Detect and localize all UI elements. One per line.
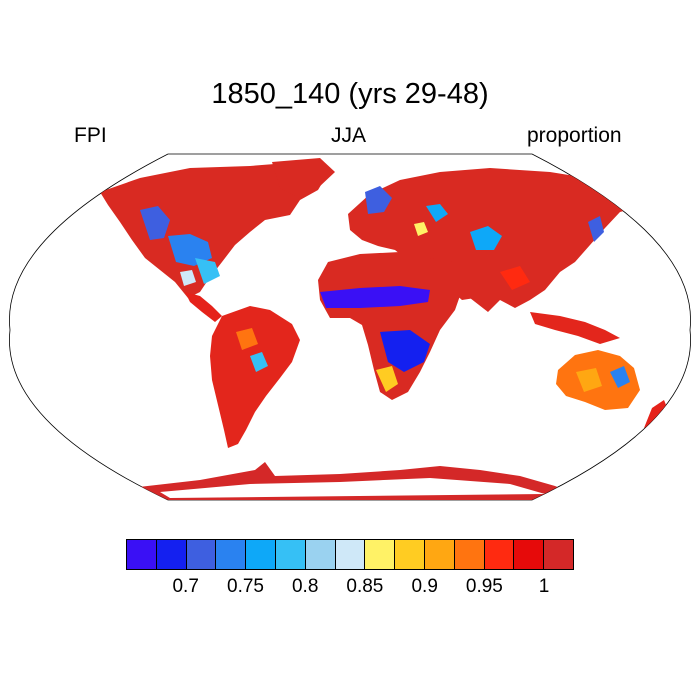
colorbar-box xyxy=(246,540,276,569)
colorbar-tick-label: 0.7 xyxy=(172,576,199,597)
colorbar-box xyxy=(484,540,515,569)
colorbar-box xyxy=(514,540,545,569)
antarctica-interior xyxy=(160,478,545,498)
colorbar-box xyxy=(454,540,485,569)
colorbar-box xyxy=(395,540,425,569)
central-america xyxy=(185,292,222,322)
colorbar-box xyxy=(305,540,336,569)
colorbar-box xyxy=(544,540,573,569)
colorbar-tick-label: 1 xyxy=(538,576,550,597)
colorbar-box xyxy=(156,540,187,569)
variable-label: FPI xyxy=(74,124,107,147)
greenland xyxy=(272,158,335,196)
mid-value-patches xyxy=(180,222,602,392)
maritime-southeast-asia xyxy=(530,312,620,344)
north-america xyxy=(100,162,330,298)
colorbar-box xyxy=(186,540,217,569)
colorbar-labels: 0.7 0.75 0.8 0.85 0.9 0.95 1 xyxy=(126,576,574,600)
colorbar-box xyxy=(424,540,455,569)
colorbar-tick-label: 0.9 xyxy=(411,576,438,597)
new-zealand xyxy=(644,400,668,428)
colorbar-tick-label: 0.75 xyxy=(227,576,264,597)
low-value-patches xyxy=(140,186,630,388)
south-america xyxy=(210,306,300,448)
units-label: proportion xyxy=(527,124,622,147)
colorbar-box xyxy=(335,540,366,569)
colorbar xyxy=(126,539,574,570)
colorbar-box xyxy=(365,540,396,569)
season-label: JJA xyxy=(331,124,367,147)
colorbar-box xyxy=(275,540,306,569)
colorbar-tick-label: 0.8 xyxy=(291,576,319,597)
colorbar-tick-label: 0.95 xyxy=(465,576,503,597)
map-title: 1850_140 (yrs 29-48) xyxy=(211,78,489,110)
colorbar-box xyxy=(127,540,157,569)
colorbar-tick-label: 0.85 xyxy=(346,576,384,597)
arabian-peninsula xyxy=(430,258,475,300)
colorbar-box xyxy=(216,540,247,569)
